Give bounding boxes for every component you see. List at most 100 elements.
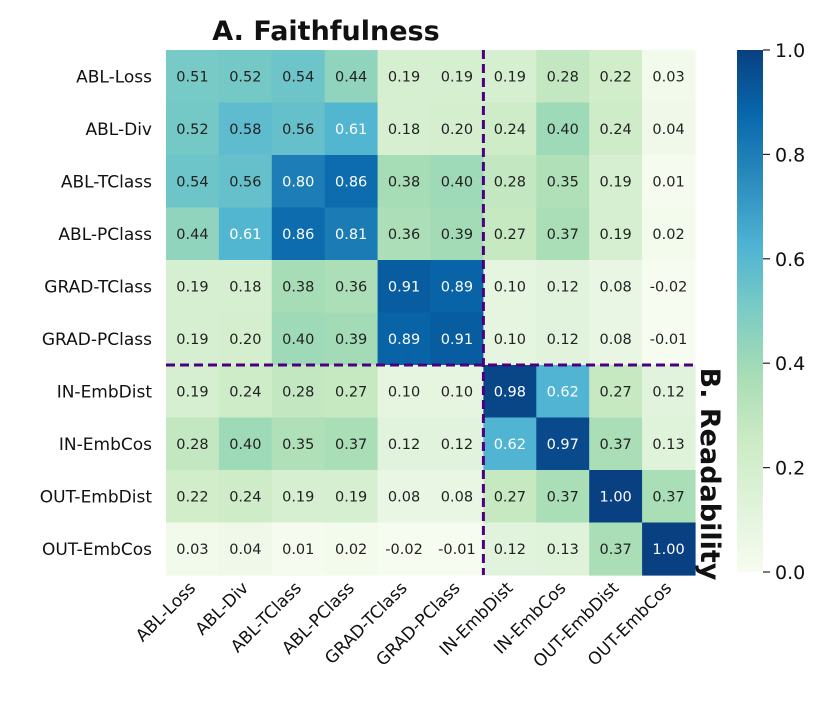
heatmap-cell: [483, 50, 537, 104]
cell-value-label: -0.02: [650, 279, 688, 295]
cell-value-label: 0.24: [229, 489, 261, 505]
heatmap-cell: [324, 522, 379, 576]
cell-value-label: 0.24: [600, 122, 632, 138]
cell-value-label: 0.08: [388, 489, 420, 505]
colorbar-tick-label: 1.0: [775, 40, 805, 62]
heatmap-cell: [166, 312, 220, 366]
heatmap-cell: [589, 417, 643, 471]
cell-value-label: 0.19: [176, 332, 208, 348]
cell-value-label: 0.54: [282, 69, 314, 85]
cell-value-label: 0.19: [176, 384, 208, 400]
cell-value-label: 0.22: [600, 69, 632, 85]
heatmap-cell: [642, 102, 696, 156]
cell-value-label: 0.37: [600, 437, 632, 453]
heatmap-cells: [166, 50, 696, 576]
cell-value-label: 0.12: [494, 542, 526, 558]
cell-value-label: 0.19: [176, 279, 208, 295]
heatmap-cell: [271, 207, 326, 261]
cell-value-label: 0.04: [229, 542, 261, 558]
column-label: ABL-Loss: [132, 578, 200, 646]
cell-value-label: 0.22: [176, 489, 208, 505]
cell-value-label: 0.58: [229, 122, 261, 138]
heatmap-cell: [218, 102, 273, 156]
cell-value-label: 0.19: [282, 489, 314, 505]
heatmap-cell: [483, 365, 537, 419]
cell-value-label: 0.40: [547, 122, 579, 138]
cell-value-label: -0.01: [438, 542, 476, 558]
row-label: ABL-Loss: [76, 67, 152, 87]
cell-value-label: 0.08: [600, 332, 632, 348]
heatmap-cell: [589, 102, 643, 156]
colorbar-tick-label: 0.4: [775, 353, 805, 375]
heatmap-cell: [324, 470, 379, 524]
row-label: OUT-EmbCos: [42, 540, 152, 560]
chart-title: A. Faithfulness: [212, 16, 439, 47]
cell-value-label: 0.10: [494, 332, 526, 348]
cell-value-label: 0.89: [441, 279, 473, 295]
cell-value-label: 0.56: [229, 174, 261, 190]
cell-value-label: 0.19: [494, 69, 526, 85]
cell-value-label: 0.03: [176, 542, 208, 558]
heatmap-cell: [377, 50, 432, 104]
cell-value-label: 0.20: [229, 332, 261, 348]
row-label: ABL-PClass: [58, 225, 152, 245]
cell-value-label: 0.44: [176, 227, 208, 243]
heatmap-cell: [430, 155, 484, 209]
row-label: GRAD-TClass: [44, 277, 152, 297]
heatmap-cell: [642, 50, 696, 104]
cell-value-label: 0.12: [547, 332, 579, 348]
row-label: IN-EmbCos: [59, 435, 152, 455]
heatmap-cell: [218, 260, 273, 314]
heatmap-cell: [271, 260, 326, 314]
heatmap-cell: [271, 470, 326, 524]
row-label: IN-EmbDist: [57, 382, 153, 402]
heatmap-cell: [536, 417, 590, 471]
cell-value-label: 0.19: [388, 69, 420, 85]
colorbar-tick-label: 0.0: [775, 562, 805, 584]
cell-value-label: 0.36: [388, 227, 420, 243]
cell-value-label: 0.01: [652, 174, 684, 190]
cell-value-label: 0.18: [229, 279, 261, 295]
heatmap-cell: [430, 522, 484, 576]
heatmap-cell: [271, 50, 326, 104]
heatmap-cell: [430, 102, 484, 156]
cell-value-label: 0.03: [652, 69, 684, 85]
cell-value-label: 0.56: [282, 122, 314, 138]
cell-value-label: 0.52: [229, 69, 261, 85]
heatmap-cell: [483, 207, 537, 261]
heatmap-cell: [642, 312, 696, 366]
column-labels: ABL-LossABL-DivABL-TClassABL-PClassGRAD-…: [132, 578, 676, 672]
cell-value-label: 0.37: [547, 489, 579, 505]
heatmap-cell: [377, 365, 432, 419]
cell-value-label: 0.10: [388, 384, 420, 400]
cell-value-label: 0.28: [282, 384, 314, 400]
heatmap-cell: [642, 207, 696, 261]
cell-value-label: 0.02: [335, 542, 367, 558]
cell-value-label: 0.98: [494, 384, 526, 400]
heatmap-cell: [166, 207, 220, 261]
cell-value-label: 0.27: [494, 227, 526, 243]
heatmap-cell: [166, 102, 220, 156]
heatmap-cell: [324, 155, 379, 209]
heatmap-cell: [324, 207, 379, 261]
heatmap-cell: [483, 102, 537, 156]
heatmap-cell: [430, 470, 484, 524]
heatmap-cell: [430, 207, 484, 261]
heatmap-cell: [589, 522, 643, 576]
cell-value-label: 0.91: [388, 279, 420, 295]
divider-lines: [166, 50, 695, 575]
heatmap-cell: [218, 470, 273, 524]
cell-value-label: 0.19: [441, 69, 473, 85]
heatmap-cell: [166, 50, 220, 104]
heatmap-cell: [430, 50, 484, 104]
cell-value-label: 0.19: [335, 489, 367, 505]
heatmap-cell: [166, 155, 220, 209]
cell-value-label: 0.89: [388, 332, 420, 348]
heatmap-cell: [536, 365, 590, 419]
cell-value-label: 0.37: [652, 489, 684, 505]
cell-value-label: 0.20: [441, 122, 473, 138]
cell-value-label: 0.91: [441, 332, 473, 348]
cell-value-label: 0.04: [652, 122, 684, 138]
colorbar-tick-label: 0.8: [775, 144, 805, 166]
cell-value-label: 0.01: [282, 542, 314, 558]
